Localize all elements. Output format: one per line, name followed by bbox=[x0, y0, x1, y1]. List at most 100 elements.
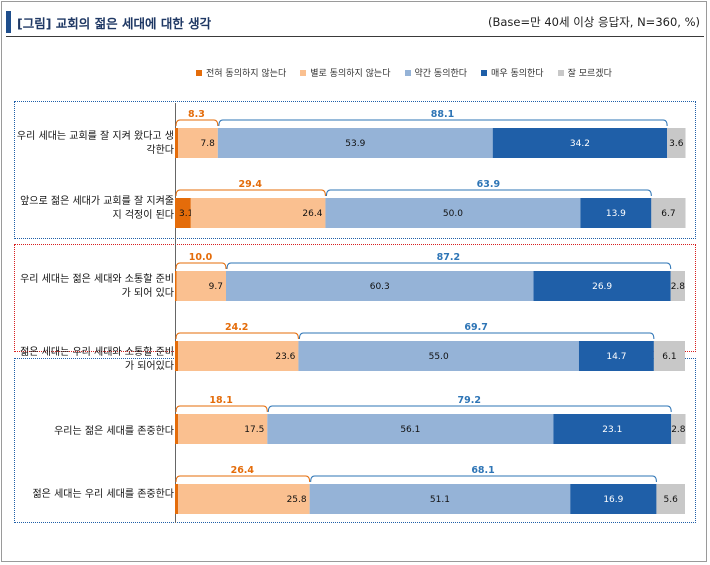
bar-segment bbox=[553, 414, 672, 444]
value-label: 3.6 bbox=[669, 139, 684, 149]
bar-segment bbox=[217, 128, 493, 158]
value-label: 60.3 bbox=[370, 282, 390, 292]
summary-bracket bbox=[175, 475, 311, 483]
bar-segment bbox=[578, 341, 654, 371]
bar-segment bbox=[175, 198, 191, 228]
bar-segment bbox=[178, 484, 310, 514]
value-label: 6.7 bbox=[661, 209, 675, 219]
value-label: 55.0 bbox=[429, 352, 449, 362]
value-label: 25.8 bbox=[287, 495, 307, 505]
title-divider bbox=[6, 36, 704, 37]
title-accent-bar bbox=[6, 11, 11, 33]
bar-segment bbox=[267, 414, 554, 444]
legend-label: 전혀 동의하지 않는다 bbox=[206, 69, 287, 79]
bar-segment bbox=[656, 484, 685, 514]
bar-segment bbox=[176, 271, 226, 301]
legend-label: 약간 동의한다 bbox=[414, 69, 468, 79]
legend-label: 잘 모르겠다 bbox=[567, 69, 612, 79]
value-label: 16.9 bbox=[603, 495, 623, 505]
legend-item: 전혀 동의하지 않는다 bbox=[196, 66, 286, 79]
agree-total-label: 87.2 bbox=[437, 252, 460, 263]
bar-segment bbox=[309, 484, 571, 514]
legend-swatch bbox=[300, 69, 307, 76]
legend-swatch bbox=[557, 69, 564, 76]
bar-segment bbox=[178, 414, 268, 444]
bar-segment bbox=[175, 414, 179, 444]
value-label: 6.1 bbox=[662, 352, 676, 362]
disagree-total-label: 10.0 bbox=[189, 252, 213, 263]
disagree-total-label: 18.1 bbox=[209, 395, 232, 406]
bar-segment bbox=[580, 198, 652, 228]
summary-bracket bbox=[175, 119, 219, 127]
bar-segment bbox=[667, 128, 686, 158]
value-label: 34.2 bbox=[570, 139, 590, 149]
bar-segment bbox=[190, 198, 326, 228]
disagree-total-label: 29.4 bbox=[238, 179, 262, 190]
legend-item: 별로 동의하지 않는다 bbox=[300, 66, 391, 79]
value-label: 2.8 bbox=[671, 425, 686, 435]
legend-item: 매우 동의한다 bbox=[481, 66, 544, 79]
value-label: 50.0 bbox=[443, 209, 463, 219]
bar-segment bbox=[671, 414, 686, 444]
category-label: 젊은 세대는 우리 세대와 소통할 준비가 되어있다 bbox=[20, 347, 174, 372]
category-label: 우리 세대는 젊은 세대와 소통할 준비가 되어 있다 bbox=[20, 274, 174, 299]
bar-segment bbox=[175, 484, 179, 514]
summary-bracket bbox=[325, 189, 652, 197]
disagree-total-label: 26.4 bbox=[231, 465, 255, 476]
legend-label: 매우 동의한다 bbox=[491, 69, 544, 79]
summary-bracket bbox=[175, 189, 326, 197]
value-label: 56.1 bbox=[400, 425, 420, 435]
value-label: 13.9 bbox=[606, 209, 626, 219]
value-label: 23.1 bbox=[602, 425, 622, 435]
base-note: (Base=만 40세 이상 응답자, N=360, %) bbox=[487, 15, 700, 29]
bar-segment bbox=[325, 198, 581, 228]
bar-segment bbox=[175, 128, 179, 158]
legend-label: 별로 동의하지 않는다 bbox=[310, 69, 391, 79]
legend-swatch bbox=[196, 69, 202, 76]
bar-segment bbox=[298, 341, 579, 371]
value-label: 2.8 bbox=[671, 282, 686, 292]
legend-item: 잘 모르겠다 bbox=[557, 66, 612, 79]
legend-item: 약간 동의한다 bbox=[404, 66, 468, 79]
chart-legend: 전혀 동의하지 않는다 별로 동의하지 않는다 약간 동의한다 매우 동의한다 … bbox=[196, 66, 612, 79]
category-label: 우리는 젊은 세대를 존중한다 bbox=[54, 426, 174, 437]
bar-segment bbox=[492, 128, 668, 158]
agree-total-label: 63.9 bbox=[477, 179, 500, 190]
value-label: 23.6 bbox=[275, 352, 295, 362]
summary-bracket bbox=[267, 405, 672, 413]
bar-segment bbox=[653, 341, 685, 371]
summary-bracket bbox=[218, 119, 668, 127]
summary-bracket bbox=[175, 262, 227, 270]
bar-segment bbox=[570, 484, 657, 514]
bar-segment bbox=[178, 128, 218, 158]
agree-total-label: 88.1 bbox=[431, 109, 454, 120]
value-label: 17.5 bbox=[244, 425, 264, 435]
bar-segment bbox=[651, 198, 686, 228]
bar-segment bbox=[178, 341, 299, 371]
legend-swatch bbox=[481, 69, 488, 76]
bar-segment bbox=[670, 271, 685, 301]
summary-bracket bbox=[226, 262, 672, 270]
value-label: 51.1 bbox=[430, 495, 450, 505]
summary-bracket bbox=[310, 475, 657, 483]
disagree-total-label: 24.2 bbox=[225, 322, 248, 333]
group-box-history bbox=[14, 101, 696, 239]
bar-segment bbox=[226, 271, 534, 301]
category-axis-line bbox=[175, 103, 176, 523]
category-label: 앞으로 젊은 세대가 교회를 잘 지켜줄지 걱정이 된다 bbox=[20, 196, 174, 221]
summary-bracket bbox=[175, 405, 268, 413]
value-label: 53.9 bbox=[345, 139, 365, 149]
agree-total-label: 68.1 bbox=[471, 465, 494, 476]
bar-segment bbox=[175, 271, 177, 301]
category-label: 우리 세대는 교회를 잘 지켜 왔다고 생각한다 bbox=[16, 131, 174, 156]
legend-swatch bbox=[404, 69, 411, 76]
value-label: 9.7 bbox=[209, 282, 223, 292]
figure-title: [그림] 교회의 젊은 세대에 대한 생각 bbox=[17, 16, 212, 31]
value-label: 7.8 bbox=[201, 139, 216, 149]
summary-bracket bbox=[298, 332, 655, 340]
value-label: 5.6 bbox=[664, 495, 679, 505]
value-label: 3.1 bbox=[179, 209, 193, 219]
agree-total-label: 69.7 bbox=[464, 322, 487, 333]
